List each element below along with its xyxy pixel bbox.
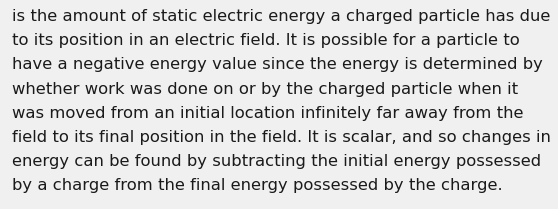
Text: whether work was done on or by the charged particle when it: whether work was done on or by the charg…	[12, 82, 518, 97]
Text: have a negative energy value since the energy is determined by: have a negative energy value since the e…	[12, 57, 543, 73]
Text: to its position in an electric field. It is possible for a particle to: to its position in an electric field. It…	[12, 33, 520, 48]
Text: field to its final position in the field. It is scalar, and so changes in: field to its final position in the field…	[12, 130, 551, 145]
Text: was moved from an initial location infinitely far away from the: was moved from an initial location infin…	[12, 106, 524, 121]
Text: by a charge from the final energy possessed by the charge.: by a charge from the final energy posses…	[12, 178, 503, 193]
Text: energy can be found by subtracting the initial energy possessed: energy can be found by subtracting the i…	[12, 154, 541, 169]
Text: is the amount of static electric energy a charged particle has due: is the amount of static electric energy …	[12, 9, 551, 24]
